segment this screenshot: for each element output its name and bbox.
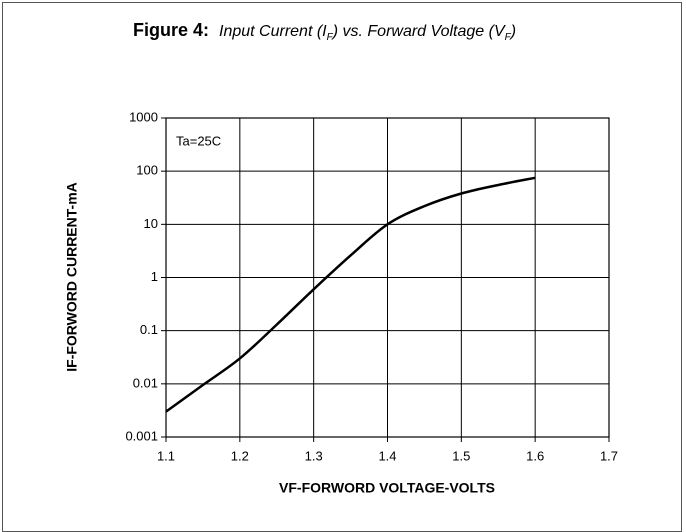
y-tick-label: 0.1 [140, 322, 158, 337]
y-axis-label: IF-FORWORD CURRENT-mA [64, 182, 80, 372]
title-sub: F [504, 32, 511, 44]
x-axis-label: VF-FORWORD VOLTAGE-VOLTS [279, 480, 495, 496]
y-tick-label: 0.001 [125, 428, 158, 443]
annotation: Ta=25C [176, 133, 221, 148]
title-text: Input Current (IF) vs. Forward Voltage (… [219, 23, 517, 44]
chart: Ta=25C VF-FORWORD VOLTAGE-VOLTS IF-FORWO… [64, 109, 618, 496]
y-tick-label: 1000 [129, 109, 158, 124]
data-line [165, 176, 536, 413]
x-tick-label: 1.2 [231, 448, 249, 463]
x-tick-label: 1.4 [378, 448, 396, 463]
y-tick-label: 0.01 [133, 375, 158, 390]
y-tick-label: 10 [144, 216, 158, 231]
x-tick-label: 1.5 [452, 448, 470, 463]
y-tick-label: 100 [136, 163, 158, 178]
x-tick-label: 1.1 [157, 448, 175, 463]
title-part: ) [510, 23, 517, 40]
x-tick-label: 1.6 [526, 448, 544, 463]
y-tick-label: 1 [151, 269, 158, 284]
x-tick-label: 1.3 [305, 448, 323, 463]
x-tick-label: 1.7 [600, 448, 618, 463]
title-label: Figure 4: [133, 20, 210, 40]
plot-frame [165, 117, 610, 438]
chart-title: Figure 4: Input Current (IF) vs. Forward … [133, 20, 516, 43]
title-sub: F [326, 32, 333, 44]
title-part: Input Current (I [219, 23, 327, 40]
title-part: ) vs. Forward Voltage (V [332, 23, 505, 40]
